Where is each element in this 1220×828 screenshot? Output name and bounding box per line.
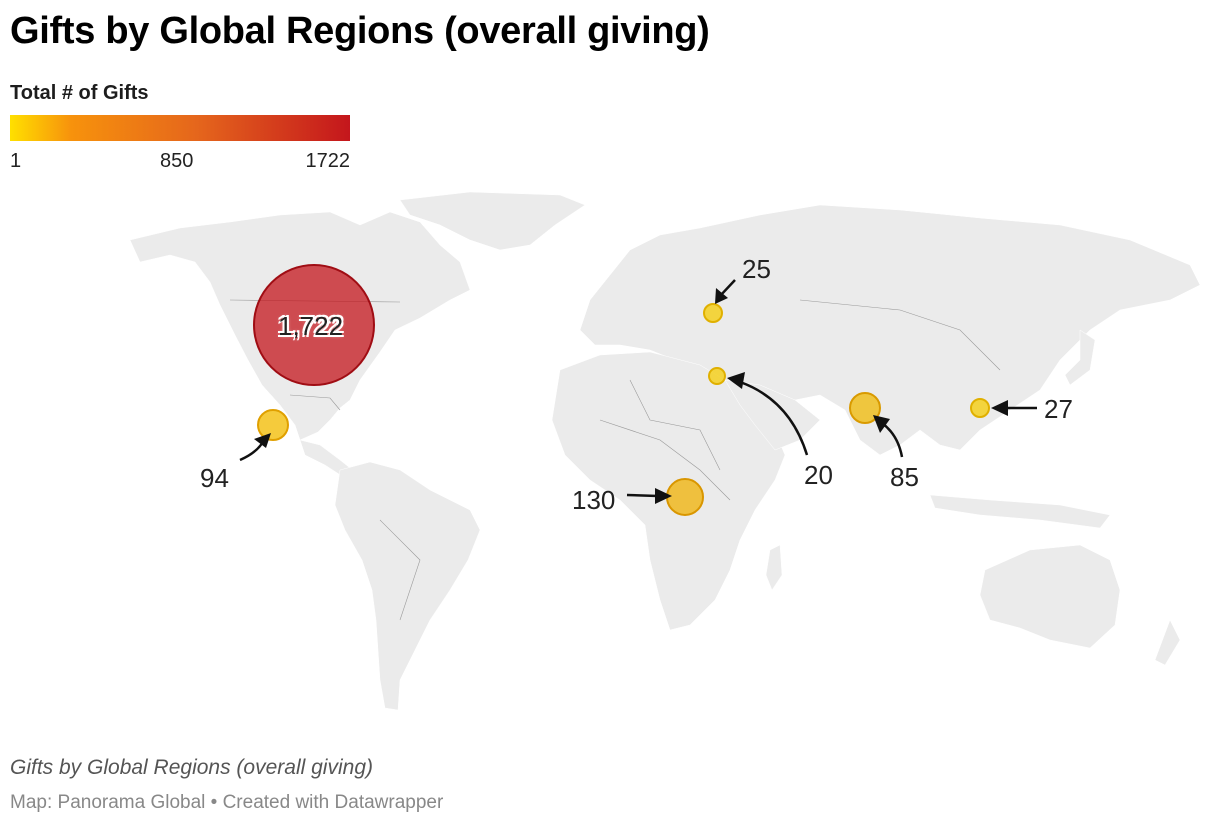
land-japan <box>1064 329 1096 386</box>
legend-mid-label: 850 <box>160 150 194 172</box>
marker-central-america <box>239 409 289 462</box>
land-madagascar <box>765 544 783 591</box>
marker-central-africa <box>626 478 704 516</box>
marker-label-north-america: 1,722 <box>278 311 344 341</box>
world-map[interactable] <box>0 180 1220 720</box>
land-indonesia <box>929 494 1111 529</box>
marker-south-asia <box>849 392 904 458</box>
marker-north-america <box>253 264 375 386</box>
legend-min-label: 1 <box>10 150 22 172</box>
land-masses <box>129 191 1201 711</box>
marker-label-east-asia: 27 <box>1044 394 1073 424</box>
world-map-svg <box>129 191 1201 711</box>
legend-ticks: 1 850 1722 <box>10 150 350 174</box>
land-arabia <box>724 379 821 451</box>
color-legend: Total # of Gifts 1 850 1722 <box>10 82 350 174</box>
land-australia <box>979 544 1121 649</box>
marker-east-asia <box>970 398 1037 418</box>
legend-max-label: 1722 <box>305 150 351 172</box>
marker-label-middle-east: 20 <box>804 460 833 490</box>
legend-gradient-bar <box>10 115 350 141</box>
land-new-zealand <box>1154 619 1181 666</box>
marker-label-central-africa: 130 <box>572 485 616 515</box>
land-greenland <box>399 191 586 251</box>
marker-label-eastern-europe: 25 <box>742 254 771 284</box>
marker-middle-east <box>708 367 809 456</box>
marker-label-south-asia: 85 <box>890 462 919 492</box>
legend-title: Total # of Gifts <box>10 82 149 104</box>
marker-label-central-america: 94 <box>200 463 229 493</box>
chart-title: Gifts by Global Regions (overall giving) <box>10 10 710 52</box>
land-south-america <box>334 461 481 711</box>
chart-source: Map: Panorama Global • Created with Data… <box>10 792 444 813</box>
marker-eastern-europe <box>703 279 736 323</box>
chart-notes: Gifts by Global Regions (overall giving) <box>10 756 373 779</box>
